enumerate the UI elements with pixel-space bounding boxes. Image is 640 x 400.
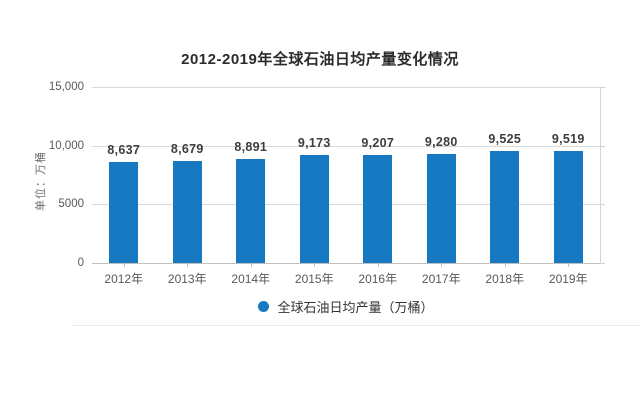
bar-2014[interactable] xyxy=(236,159,266,263)
plot-right-border xyxy=(600,87,601,264)
bar-value-label: 8,679 xyxy=(170,142,204,156)
x-axis-label: 2017年 xyxy=(421,272,461,286)
bar-2015[interactable] xyxy=(299,155,329,263)
bar-value-label: 8,891 xyxy=(234,140,268,154)
gridline-15000 xyxy=(92,87,600,88)
x-axis-tick xyxy=(377,263,379,267)
bar-value-label: 9,525 xyxy=(488,132,522,146)
right-axis-tick xyxy=(600,87,605,88)
bar-value-label: 8,637 xyxy=(107,143,141,157)
bar-value-label: 9,280 xyxy=(424,135,458,149)
bar-2012[interactable] xyxy=(109,162,139,263)
legend-item[interactable]: 全球石油日均产量（万桶） xyxy=(92,298,600,315)
right-axis-tick xyxy=(600,263,605,264)
x-axis-label: 2016年 xyxy=(358,272,398,286)
gridline-0 xyxy=(92,263,600,264)
x-axis-tick xyxy=(123,263,125,267)
x-axis-tick xyxy=(250,263,252,267)
x-axis-label: 2015年 xyxy=(294,272,334,286)
plot-area: 0 5000 10,000 15,000 8,637 2012年 8,679 2013年 8,8… xyxy=(49,81,605,286)
bar-2017[interactable] xyxy=(426,154,456,263)
bar-value-label: 9,173 xyxy=(297,136,331,150)
bar-2018[interactable] xyxy=(490,151,520,263)
y-axis-tick-label: 15,000 xyxy=(48,81,84,93)
y-axis-tick-label: 0 xyxy=(77,257,84,269)
legend-marker-icon xyxy=(258,300,270,312)
right-axis-tick xyxy=(600,145,605,147)
bar-2013[interactable] xyxy=(172,161,202,263)
legend-label: 全球石油日均产量（万桶） xyxy=(277,299,434,315)
x-axis-label: 2019年 xyxy=(548,272,588,286)
x-axis-tick xyxy=(187,263,189,267)
x-axis-label: 2013年 xyxy=(167,272,207,286)
x-axis-tick xyxy=(504,263,506,267)
gridline-5000 xyxy=(92,204,600,206)
x-axis-tick xyxy=(568,263,570,267)
x-axis-label: 2012年 xyxy=(104,272,144,286)
bar-2016[interactable] xyxy=(363,155,393,263)
bar-2019[interactable] xyxy=(553,151,583,263)
chart-title: 2012-2019年全球石油日均产量变化情况 xyxy=(181,51,459,68)
bar-value-label: 9,519 xyxy=(551,132,585,146)
y-axis-tick-label: 5000 xyxy=(58,198,84,211)
bar-value-label: 9,207 xyxy=(361,136,395,150)
x-axis-tick xyxy=(441,263,443,267)
x-axis-label: 2018年 xyxy=(485,272,525,286)
x-axis-tick xyxy=(314,263,316,267)
bottom-separator-line xyxy=(72,325,640,326)
right-axis-tick xyxy=(600,204,605,206)
x-axis-label: 2014年 xyxy=(231,272,271,286)
y-axis-tick-label: 10,000 xyxy=(48,139,84,152)
gridline-10000 xyxy=(92,145,600,147)
